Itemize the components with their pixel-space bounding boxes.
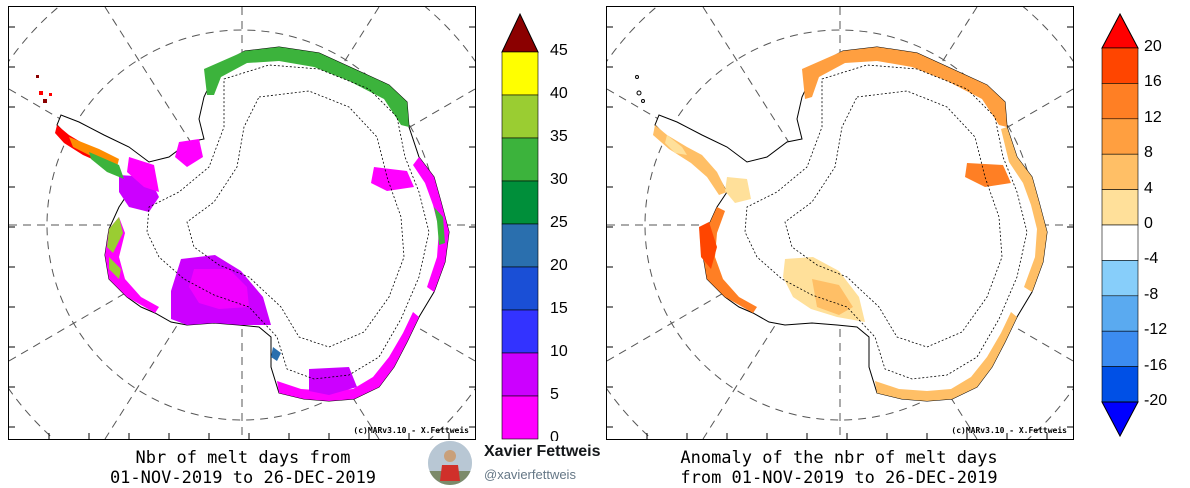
melt-days-colorbar: 45 40 35 30 25 20 15 10 5 0: [500, 12, 580, 446]
colorbar-tick-label: 20: [550, 257, 568, 274]
left-map-title: Nbr of melt days from 01-NOV-2019 to 26-…: [8, 448, 478, 488]
colorbar-tick-label: -16: [1144, 356, 1168, 374]
colorbar-band: [1101, 330, 1139, 367]
colorbar-tick-label: 30: [550, 171, 568, 188]
colorbar-band: [501, 266, 539, 311]
colorbar-tick-label: 0: [1144, 215, 1153, 232]
colorbar-band: [501, 309, 539, 354]
colorbar-band: [1101, 47, 1139, 84]
anomaly-colorbar: 20 16 12 8 4 0 -4 -8 -12 -16 -20: [1100, 12, 1190, 442]
author-handle[interactable]: @xavierfettweis: [484, 467, 576, 482]
map-credit: (c)MARv3.10 - X.Fettweis: [951, 426, 1067, 435]
colorbar-tick-label: 45: [550, 42, 568, 59]
left-map-title-line1: Nbr of melt days from: [135, 448, 351, 468]
melt-days-map: (c)MARv3.10 - X.Fettweis: [8, 6, 476, 440]
left-map-graphic: [9, 7, 475, 439]
avatar[interactable]: [428, 441, 472, 485]
left-map-title-line2: 01-NOV-2019 to 26-DEC-2019: [109, 468, 377, 488]
colorbar-band: [1101, 260, 1139, 297]
colorbar-band: [1101, 295, 1139, 332]
colorbar-band: [1101, 189, 1139, 226]
colorbar-band: [501, 395, 539, 440]
right-map-graphic: [607, 7, 1073, 439]
author-card[interactable]: Xavier Fettweis @xavierfettweis: [428, 441, 618, 487]
colorbar-tick-label: 12: [1144, 108, 1162, 126]
melt-days-colorbar-scale: [501, 12, 539, 440]
colorbar-tick-label: 8: [1144, 144, 1153, 162]
colorbar-band: [501, 352, 539, 397]
colorbar-tick-label: 0: [550, 429, 559, 446]
colorbar-tick-label: 35: [550, 128, 568, 145]
colorbar-band: [1101, 118, 1139, 155]
colorbar-band: [501, 94, 539, 139]
colorbar-band: [501, 137, 539, 182]
colorbar-tick-label: -4: [1144, 250, 1159, 268]
colorbar-tick-label: 15: [550, 300, 568, 317]
map-credit: (c)MARv3.10 - X.Fettweis: [353, 426, 469, 435]
colorbar-tick-label: 4: [1144, 179, 1153, 197]
right-map-title-line1: Anomaly of the nbr of melt days: [680, 448, 998, 468]
colorbar-band: [501, 180, 539, 225]
colorbar-band: [1101, 153, 1139, 190]
colorbar-tick-label: 10: [550, 343, 568, 360]
colorbar-tick-label: -20: [1144, 392, 1168, 409]
right-map-title: Anomaly of the nbr of melt days from 01-…: [606, 448, 1072, 488]
colorbar-band: [1101, 83, 1139, 120]
right-map-title-line2: from 01-NOV-2019 to 26-DEC-2019: [680, 468, 998, 488]
author-name[interactable]: Xavier Fettweis: [484, 443, 601, 460]
colorbar-tick-label: 16: [1144, 73, 1162, 91]
anomaly-colorbar-scale: [1101, 12, 1139, 438]
person-avatar-icon: [428, 441, 472, 485]
melt-anomaly-map: (c)MARv3.10 - X.Fettweis: [606, 6, 1074, 440]
colorbar-band: [501, 51, 539, 96]
colorbar-band: [1101, 366, 1139, 403]
colorbar-band: [501, 223, 539, 268]
colorbar-tick-label: -12: [1144, 321, 1168, 339]
colorbar-tick-label: -8: [1144, 285, 1159, 303]
colorbar-tick-label: 5: [550, 386, 559, 403]
colorbar-tick-label: 40: [550, 85, 568, 102]
colorbar-tick-label: 20: [1144, 38, 1162, 55]
colorbar-tick-label: 25: [550, 214, 568, 231]
colorbar-band: [1101, 224, 1139, 261]
